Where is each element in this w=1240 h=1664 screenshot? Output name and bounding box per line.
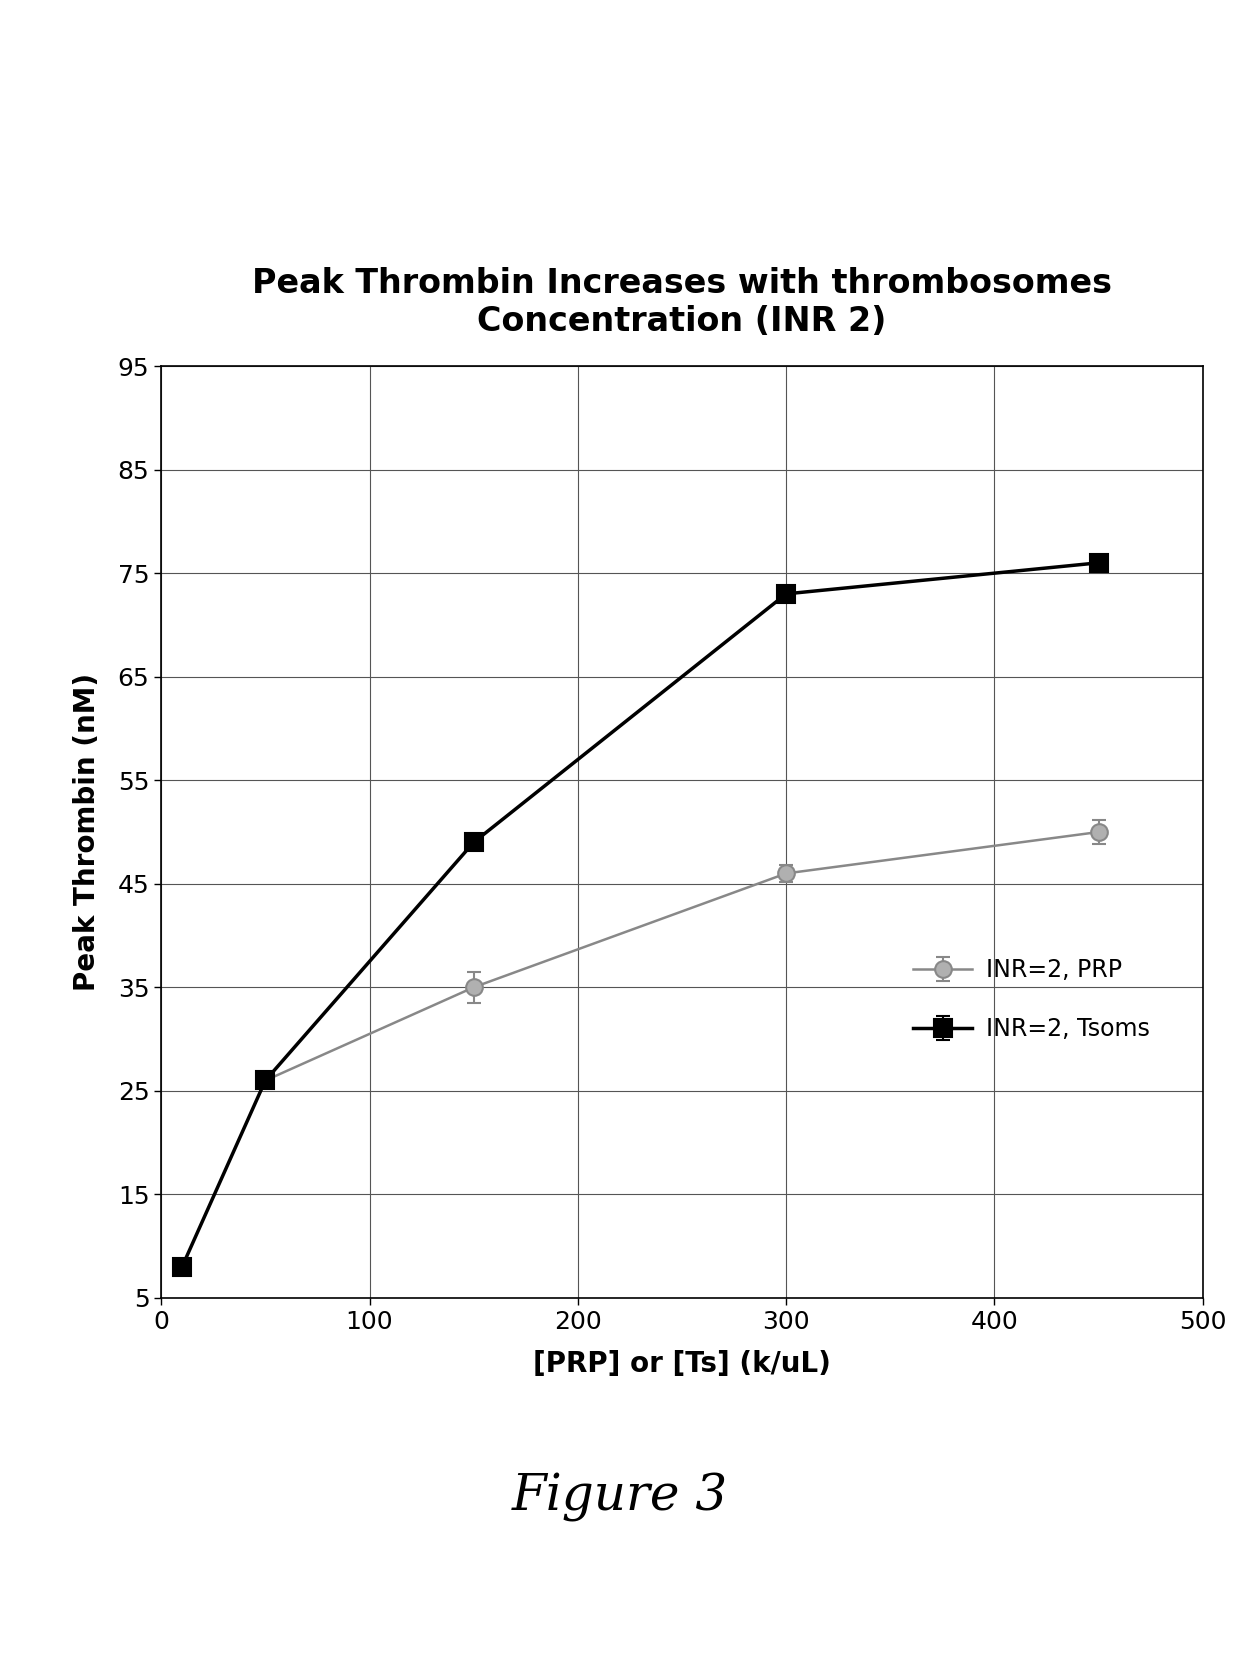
Y-axis label: Peak Thrombin (nM): Peak Thrombin (nM) <box>73 672 100 992</box>
X-axis label: [PRP] or [Ts] (k/uL): [PRP] or [Ts] (k/uL) <box>533 1351 831 1378</box>
Text: Figure 3: Figure 3 <box>512 1473 728 1523</box>
Legend: INR=2, PRP, INR=2, Tsoms: INR=2, PRP, INR=2, Tsoms <box>904 948 1159 1052</box>
Title: Peak Thrombin Increases with thrombosomes
Concentration (INR 2): Peak Thrombin Increases with thrombosome… <box>252 268 1112 338</box>
